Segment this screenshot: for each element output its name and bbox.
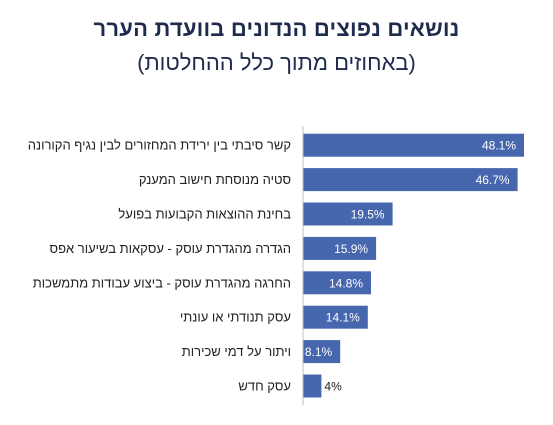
data-label: 14.8%	[329, 276, 363, 290]
data-label: 14.1%	[326, 311, 360, 325]
data-label: 4%	[324, 380, 342, 394]
data-label: 19.5%	[351, 208, 385, 222]
bar	[303, 374, 322, 398]
bar	[303, 340, 341, 364]
bar	[303, 271, 371, 295]
bar	[303, 236, 377, 260]
data-label: 8.1%	[305, 345, 333, 359]
category-label: בחינת ההוצאות הקבועות בפועל	[118, 207, 291, 222]
category-label: סטיה מנוסחת חישוב המענק	[139, 172, 291, 187]
category-label: עסק תנודתי או עונתי	[180, 310, 291, 325]
data-label: 15.9%	[334, 242, 368, 256]
bar	[303, 202, 393, 226]
category-label: החרגה מהגדרת עוסק - ביצוע עבודות מתמשכות	[33, 275, 291, 290]
bar	[303, 305, 368, 329]
chart-title: נושאים נפוצים הנדונים בוועדת הערר	[93, 16, 460, 41]
category-label: הגדרה מהגדרת עוסק - עסקאות בשיעור אפס	[50, 241, 291, 256]
chart-subtitle: (באחוזים מתוך כלל ההחלטות)	[137, 50, 416, 75]
data-label: 48.1%	[482, 139, 516, 153]
data-label: 46.7%	[476, 173, 510, 187]
bar	[303, 133, 524, 157]
category-label: קשר סיבתי בין ירידת המחזורים לבין נגיף ה…	[28, 138, 291, 153]
bar	[303, 168, 518, 192]
category-label: ויתור על דמי שכירות	[182, 344, 291, 359]
category-label: עסק חדש	[238, 379, 291, 394]
